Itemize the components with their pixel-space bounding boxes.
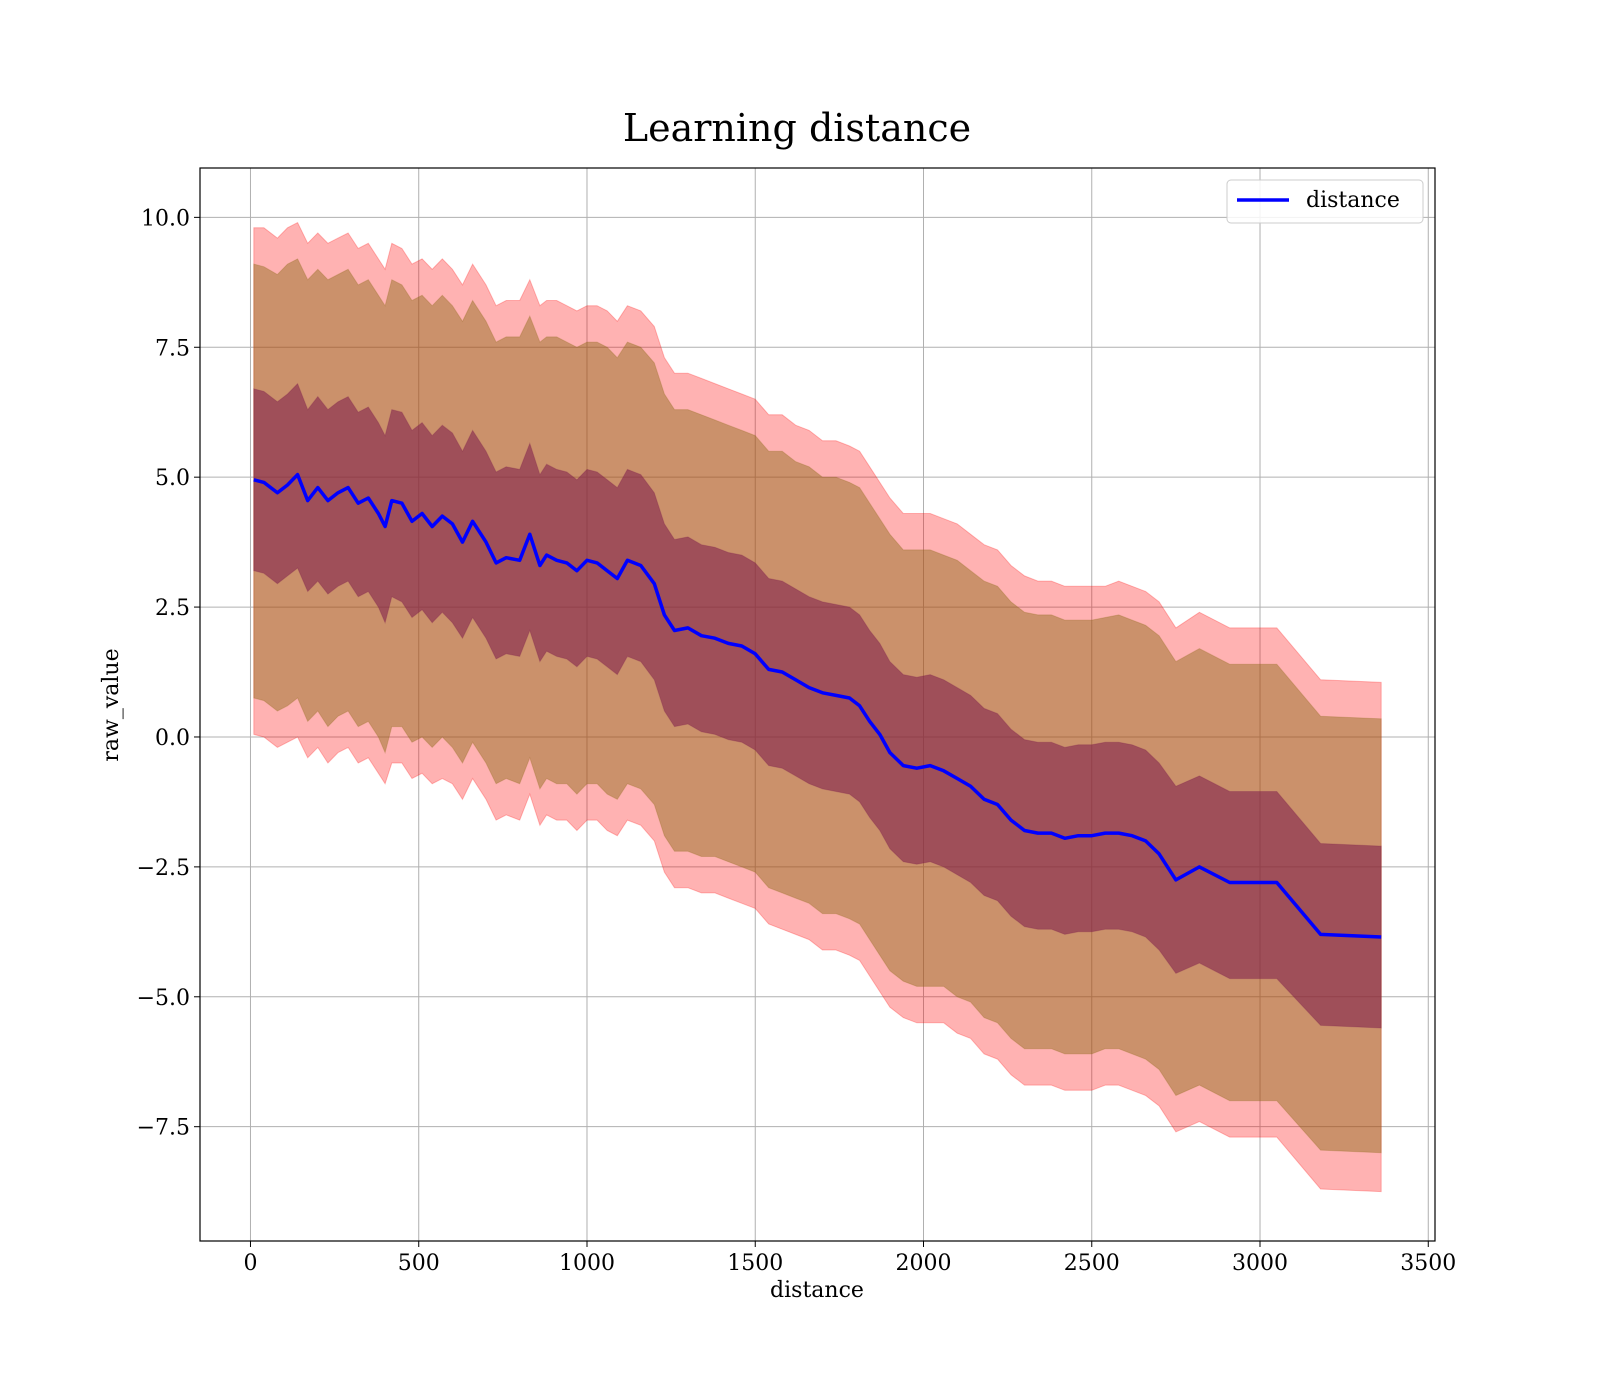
- x-tick-label: 1500: [727, 1251, 783, 1276]
- x-tick-label: 500: [398, 1251, 440, 1276]
- legend-label-distance: distance: [1306, 188, 1400, 213]
- y-axis-label: raw_value: [99, 648, 124, 761]
- y-tick-label: 10.0: [141, 206, 190, 231]
- x-tick-label: 0: [243, 1251, 257, 1276]
- plot-frame: [199, 167, 1436, 1242]
- y-tick-label: −7.5: [137, 1116, 190, 1141]
- line-layer: [253, 472, 1382, 939]
- y-tick-label: −5.0: [137, 986, 190, 1011]
- legend-box: [1226, 179, 1424, 224]
- x-axis-label: distance: [770, 1278, 864, 1303]
- x-tick-label: 1000: [559, 1251, 615, 1276]
- y-tick-label: 7.5: [155, 336, 190, 361]
- y-tick-label: 2.5: [155, 596, 190, 621]
- series-line-distance: [253, 472, 1382, 939]
- y-tick-label: −2.5: [137, 856, 190, 881]
- chart-title: Learning distance: [623, 106, 971, 150]
- band-layer: [253, 221, 1382, 1193]
- x-tick-label: 3500: [1400, 1251, 1456, 1276]
- legend: distance: [1226, 179, 1424, 224]
- y-tick-label: 0.0: [155, 726, 190, 751]
- x-tick-label: 2500: [1064, 1251, 1120, 1276]
- confidence-band-1sigma: [253, 382, 1382, 1029]
- tick-layer: 0 500 1000 1500 2000 2500 3000 3500 −7.5 −5.0 −2.5…: [137, 206, 1457, 1276]
- y-tick-label: 5.0: [155, 466, 190, 491]
- x-tick-label: 2000: [896, 1251, 952, 1276]
- x-tick-label: 3000: [1232, 1251, 1288, 1276]
